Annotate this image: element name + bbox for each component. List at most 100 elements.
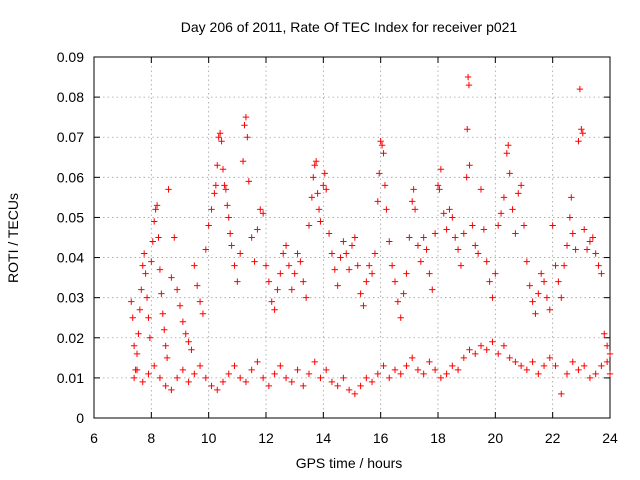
data-point — [254, 358, 261, 366]
data-point — [185, 338, 192, 345]
data-point — [168, 386, 175, 394]
data-point — [558, 294, 565, 301]
data-point — [133, 366, 141, 374]
data-point — [340, 374, 347, 382]
data-point — [130, 374, 138, 382]
data-point — [173, 374, 181, 382]
data-point — [414, 366, 422, 374]
data-point — [244, 134, 251, 141]
x-tick-label: 24 — [602, 430, 618, 446]
data-point — [437, 374, 445, 382]
data-point — [225, 214, 232, 221]
data-point — [288, 286, 295, 293]
data-point — [202, 246, 209, 253]
data-point — [218, 138, 225, 145]
data-point — [354, 262, 361, 269]
data-point — [366, 262, 373, 269]
data-point — [409, 354, 416, 362]
data-point — [380, 362, 387, 370]
data-point — [563, 242, 571, 249]
data-point — [483, 346, 490, 354]
data-point — [323, 186, 330, 193]
data-point — [215, 134, 222, 141]
data-point — [575, 366, 582, 374]
data-point — [148, 258, 155, 265]
data-point — [224, 202, 231, 209]
data-point — [603, 358, 611, 366]
data-point — [426, 358, 433, 366]
data-point — [463, 174, 470, 181]
data-point — [397, 370, 404, 378]
data-point — [149, 238, 156, 245]
data-point — [535, 370, 542, 378]
data-point — [188, 346, 195, 354]
data-point — [241, 121, 248, 129]
data-point — [505, 142, 512, 149]
data-point — [128, 298, 135, 305]
data-point — [477, 186, 485, 193]
data-point — [163, 354, 171, 362]
data-point — [443, 226, 450, 233]
x-tick-label: 22 — [545, 430, 561, 446]
data-point — [231, 362, 238, 370]
data-point — [578, 126, 585, 133]
data-point — [383, 206, 390, 213]
data-point — [543, 294, 551, 301]
data-point — [351, 234, 359, 241]
data-point — [317, 218, 324, 225]
y-tick-label: 0.07 — [57, 129, 84, 145]
data-point — [208, 206, 215, 213]
data-point — [277, 362, 284, 370]
data-point — [196, 362, 204, 370]
data-point — [583, 246, 591, 253]
data-point — [546, 354, 553, 362]
data-point — [483, 258, 490, 265]
data-point — [216, 130, 224, 137]
data-point — [162, 342, 169, 349]
data-point — [581, 226, 588, 233]
data-point — [156, 374, 164, 382]
data-point — [560, 262, 568, 269]
data-point — [406, 234, 413, 241]
data-point — [151, 362, 158, 370]
axis-ticks: 0 0.01 0.02 0.03 0.04 0.05 0.06 0.07 0.08 0.09 6 8 1… — [57, 49, 618, 446]
data-point — [376, 170, 383, 177]
data-point — [153, 202, 161, 209]
data-point — [136, 306, 144, 313]
data-point — [305, 222, 313, 229]
data-point — [410, 186, 417, 193]
data-point — [495, 222, 502, 229]
data-point — [569, 230, 576, 237]
x-tick-label: 8 — [147, 430, 155, 446]
data-point — [581, 362, 588, 370]
x-tick-label: 10 — [201, 430, 217, 446]
data-point — [133, 350, 141, 358]
data-point — [251, 258, 258, 265]
data-point — [202, 374, 209, 382]
data-point — [449, 362, 456, 370]
data-point — [191, 262, 198, 269]
y-tick-label: 0.09 — [57, 49, 84, 65]
data-point — [380, 150, 387, 157]
data-point — [515, 190, 522, 197]
y-tick-label: 0.06 — [57, 169, 84, 185]
data-series — [128, 73, 614, 398]
data-point — [300, 278, 307, 285]
data-point — [321, 170, 328, 177]
data-point — [386, 374, 393, 382]
data-point — [140, 250, 148, 257]
data-point — [146, 334, 154, 341]
data-point — [440, 210, 447, 217]
data-point — [211, 190, 218, 197]
data-point — [477, 342, 485, 349]
data-point — [135, 330, 142, 337]
data-point — [242, 378, 250, 386]
data-point — [497, 210, 505, 217]
data-point — [592, 370, 599, 378]
data-point — [495, 350, 502, 358]
y-tick-label: 0 — [76, 410, 84, 426]
data-point — [311, 358, 318, 366]
data-point — [145, 370, 152, 378]
data-point — [179, 318, 187, 325]
